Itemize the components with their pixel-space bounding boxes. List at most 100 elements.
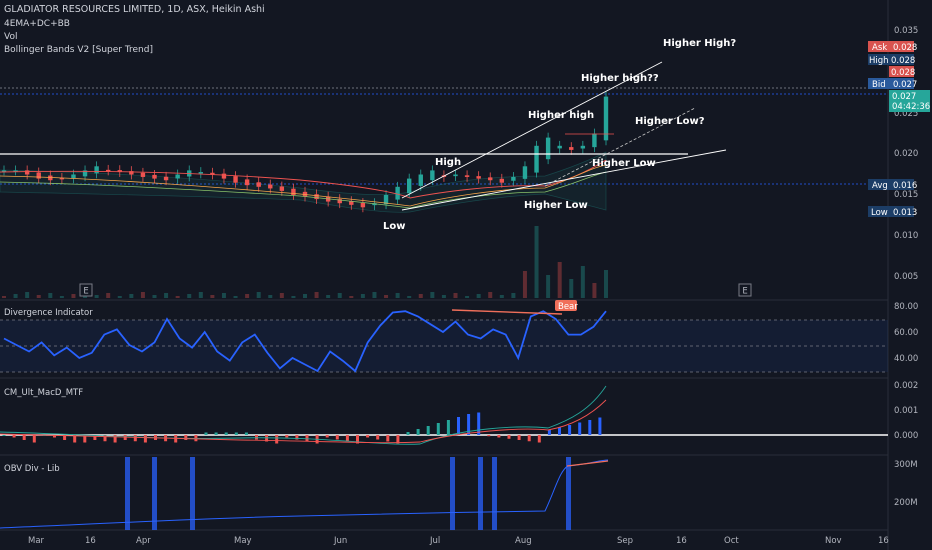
volume-bar bbox=[488, 292, 493, 298]
time-tick: 16 bbox=[85, 536, 96, 546]
volume-bar bbox=[221, 293, 226, 298]
macd-bar bbox=[295, 435, 299, 440]
candle-body bbox=[511, 176, 516, 181]
price-tick: 0.025 bbox=[894, 109, 918, 119]
candle-body bbox=[233, 176, 238, 183]
price-badges: Ask 0.028 High 0.028 0.028 Bid 0.027 0.0… bbox=[868, 41, 930, 218]
macd-bar bbox=[83, 435, 87, 443]
candle-body bbox=[580, 145, 586, 149]
volume-bar bbox=[337, 293, 342, 298]
macd-bar bbox=[255, 435, 258, 440]
price-axis[interactable]: 0.035 0.025 0.020 0.015 0.010 0.005 bbox=[894, 26, 918, 282]
candle-body bbox=[592, 133, 597, 148]
candle-body bbox=[1, 170, 7, 172]
volume-bars bbox=[2, 226, 608, 298]
macd-bar bbox=[285, 435, 289, 438]
candle-body bbox=[163, 176, 169, 181]
time-tick: May bbox=[234, 536, 252, 546]
indicator-legend-ema[interactable]: 4EMA+DC+BB bbox=[4, 19, 70, 29]
candle-body bbox=[383, 195, 389, 205]
volume-bar bbox=[59, 296, 64, 298]
last-price-value: 0.027 bbox=[892, 92, 916, 102]
macd-bar bbox=[497, 435, 501, 438]
time-axis[interactable]: Mar 16 Apr May Jun Jul Aug Sep 16 Oct No… bbox=[28, 536, 889, 546]
volume-bar bbox=[94, 295, 99, 298]
time-tick: 16 bbox=[878, 536, 889, 546]
volume-bar bbox=[152, 295, 157, 298]
macd-bar bbox=[396, 435, 400, 444]
macd-bar bbox=[275, 435, 279, 444]
candle-body bbox=[36, 172, 41, 179]
macd-bar bbox=[32, 435, 36, 443]
macd-tick: 0.000 bbox=[894, 431, 918, 441]
bollinger-cloud bbox=[0, 151, 607, 213]
obv-panel[interactable]: OBV Div - Lib 300M 200M bbox=[0, 457, 918, 530]
macd-bar bbox=[366, 435, 370, 438]
candle-body bbox=[360, 202, 366, 208]
volume-bar bbox=[569, 279, 574, 298]
time-tick: 16 bbox=[676, 536, 687, 546]
high-badge-label: High bbox=[869, 56, 889, 66]
candle-body bbox=[557, 145, 562, 149]
obv-bar bbox=[152, 457, 157, 530]
candle-body bbox=[221, 173, 227, 179]
trend-line-upper[interactable] bbox=[401, 61, 663, 199]
volume-bar bbox=[117, 296, 122, 298]
volume-bar bbox=[418, 294, 423, 298]
annotation-higher-low-2: Higher Low bbox=[524, 200, 588, 211]
candle-body bbox=[499, 178, 505, 183]
chart-title[interactable]: GLADIATOR RESOURCES LIMITED, 1D, ASX, He… bbox=[4, 4, 265, 15]
divergence-tick: 40.00 bbox=[894, 354, 918, 364]
ask-badge-label: Ask bbox=[872, 43, 887, 53]
obv-bar bbox=[478, 457, 483, 530]
macd-bar bbox=[426, 426, 430, 435]
ask-badge-value: 0.028 bbox=[893, 43, 917, 53]
volume-bar bbox=[580, 266, 585, 298]
macd-bar bbox=[416, 429, 420, 435]
macd-bar bbox=[588, 420, 592, 435]
macd-bar bbox=[578, 422, 582, 435]
volume-bar bbox=[349, 296, 354, 298]
candle-body bbox=[545, 137, 551, 160]
macd-bar bbox=[73, 435, 77, 443]
indicator-legend-volume[interactable]: Vol bbox=[4, 32, 18, 42]
price-tick: 0.020 bbox=[894, 149, 918, 159]
macd-panel[interactable]: CM_Ult_MacD_MTF 0.002 0.001 0.000 bbox=[0, 381, 918, 445]
price-badge bbox=[889, 66, 914, 77]
volume-bar bbox=[164, 293, 169, 298]
macd-bar bbox=[446, 420, 450, 435]
low-badge-value: 0.013 bbox=[893, 208, 917, 218]
divergence-tick: 80.00 bbox=[894, 302, 918, 312]
macd-bar bbox=[568, 425, 572, 435]
obv-title: OBV Div - Lib bbox=[4, 464, 60, 474]
countdown-timer: 04:42:36 bbox=[892, 102, 930, 112]
earnings-marker[interactable] bbox=[79, 283, 93, 297]
trend-line-dashed[interactable] bbox=[544, 107, 696, 187]
volume-bar bbox=[360, 294, 365, 298]
macd-bar bbox=[517, 435, 521, 440]
volume-bar bbox=[140, 292, 145, 298]
annotation-higher-low-q: Higher Low? bbox=[635, 116, 705, 127]
indicator-legend-bollinger[interactable]: Bollinger Bands V2 [Super Trend] bbox=[4, 45, 153, 55]
macd-bar bbox=[457, 417, 460, 435]
candle-body bbox=[522, 166, 528, 179]
annotation-higher-high: Higher high bbox=[528, 110, 594, 121]
earnings-marker[interactable] bbox=[738, 283, 752, 297]
candle-body bbox=[291, 188, 296, 195]
volume-bar bbox=[511, 293, 516, 298]
divergence-panel[interactable]: Divergence Indicator Bear 80.00 60.00 40… bbox=[0, 300, 918, 373]
volume-bar bbox=[441, 295, 446, 298]
price-tick: 0.035 bbox=[894, 26, 918, 36]
macd-histogram bbox=[2, 412, 602, 444]
obv-divergence-line bbox=[566, 460, 609, 467]
price-panel[interactable]: Higher High? Higher high?? Higher high H… bbox=[0, 38, 888, 298]
obv-bar bbox=[492, 457, 497, 530]
volume-bar bbox=[175, 296, 180, 298]
candle-body bbox=[372, 203, 377, 206]
annotation-higher-low-1: Higher Low bbox=[592, 158, 656, 169]
macd-bar bbox=[487, 435, 491, 437]
trend-line-lower[interactable] bbox=[401, 149, 727, 211]
macd-bar bbox=[214, 432, 218, 435]
volume-bar bbox=[384, 295, 389, 298]
